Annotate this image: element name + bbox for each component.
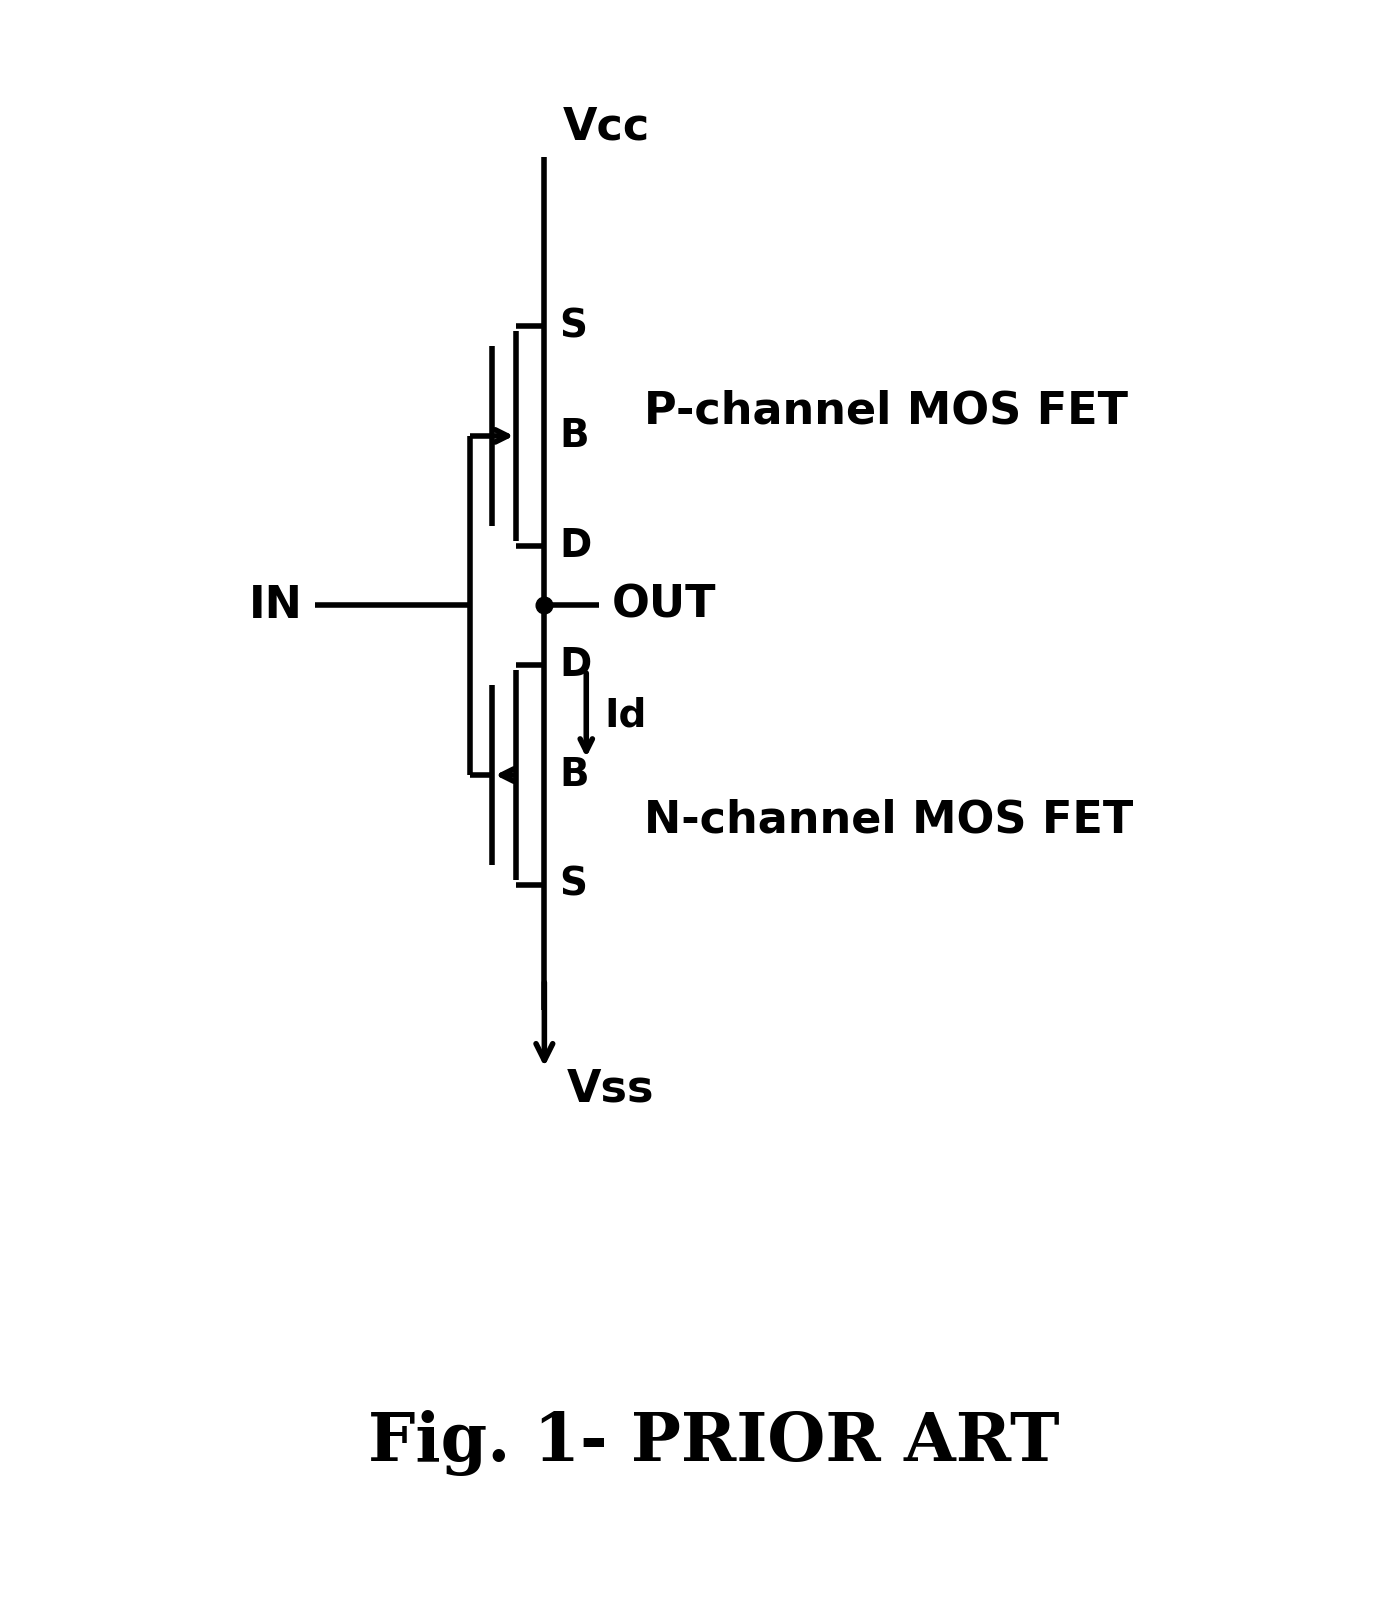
Text: D: D — [559, 646, 591, 684]
Text: S: S — [559, 308, 587, 345]
Text: B: B — [559, 757, 589, 794]
Text: Id: Id — [604, 696, 647, 734]
Text: N-channel MOS FET: N-channel MOS FET — [644, 799, 1134, 842]
Text: OUT: OUT — [612, 584, 716, 626]
Text: Vcc: Vcc — [562, 106, 650, 148]
Text: Vss: Vss — [566, 1067, 654, 1111]
Text: B: B — [559, 417, 589, 456]
Text: Fig. 1- PRIOR ART: Fig. 1- PRIOR ART — [368, 1410, 1059, 1476]
Text: IN: IN — [248, 584, 303, 626]
Text: P-channel MOS FET: P-channel MOS FET — [644, 390, 1128, 433]
Text: S: S — [559, 866, 587, 903]
Text: D: D — [559, 526, 591, 565]
